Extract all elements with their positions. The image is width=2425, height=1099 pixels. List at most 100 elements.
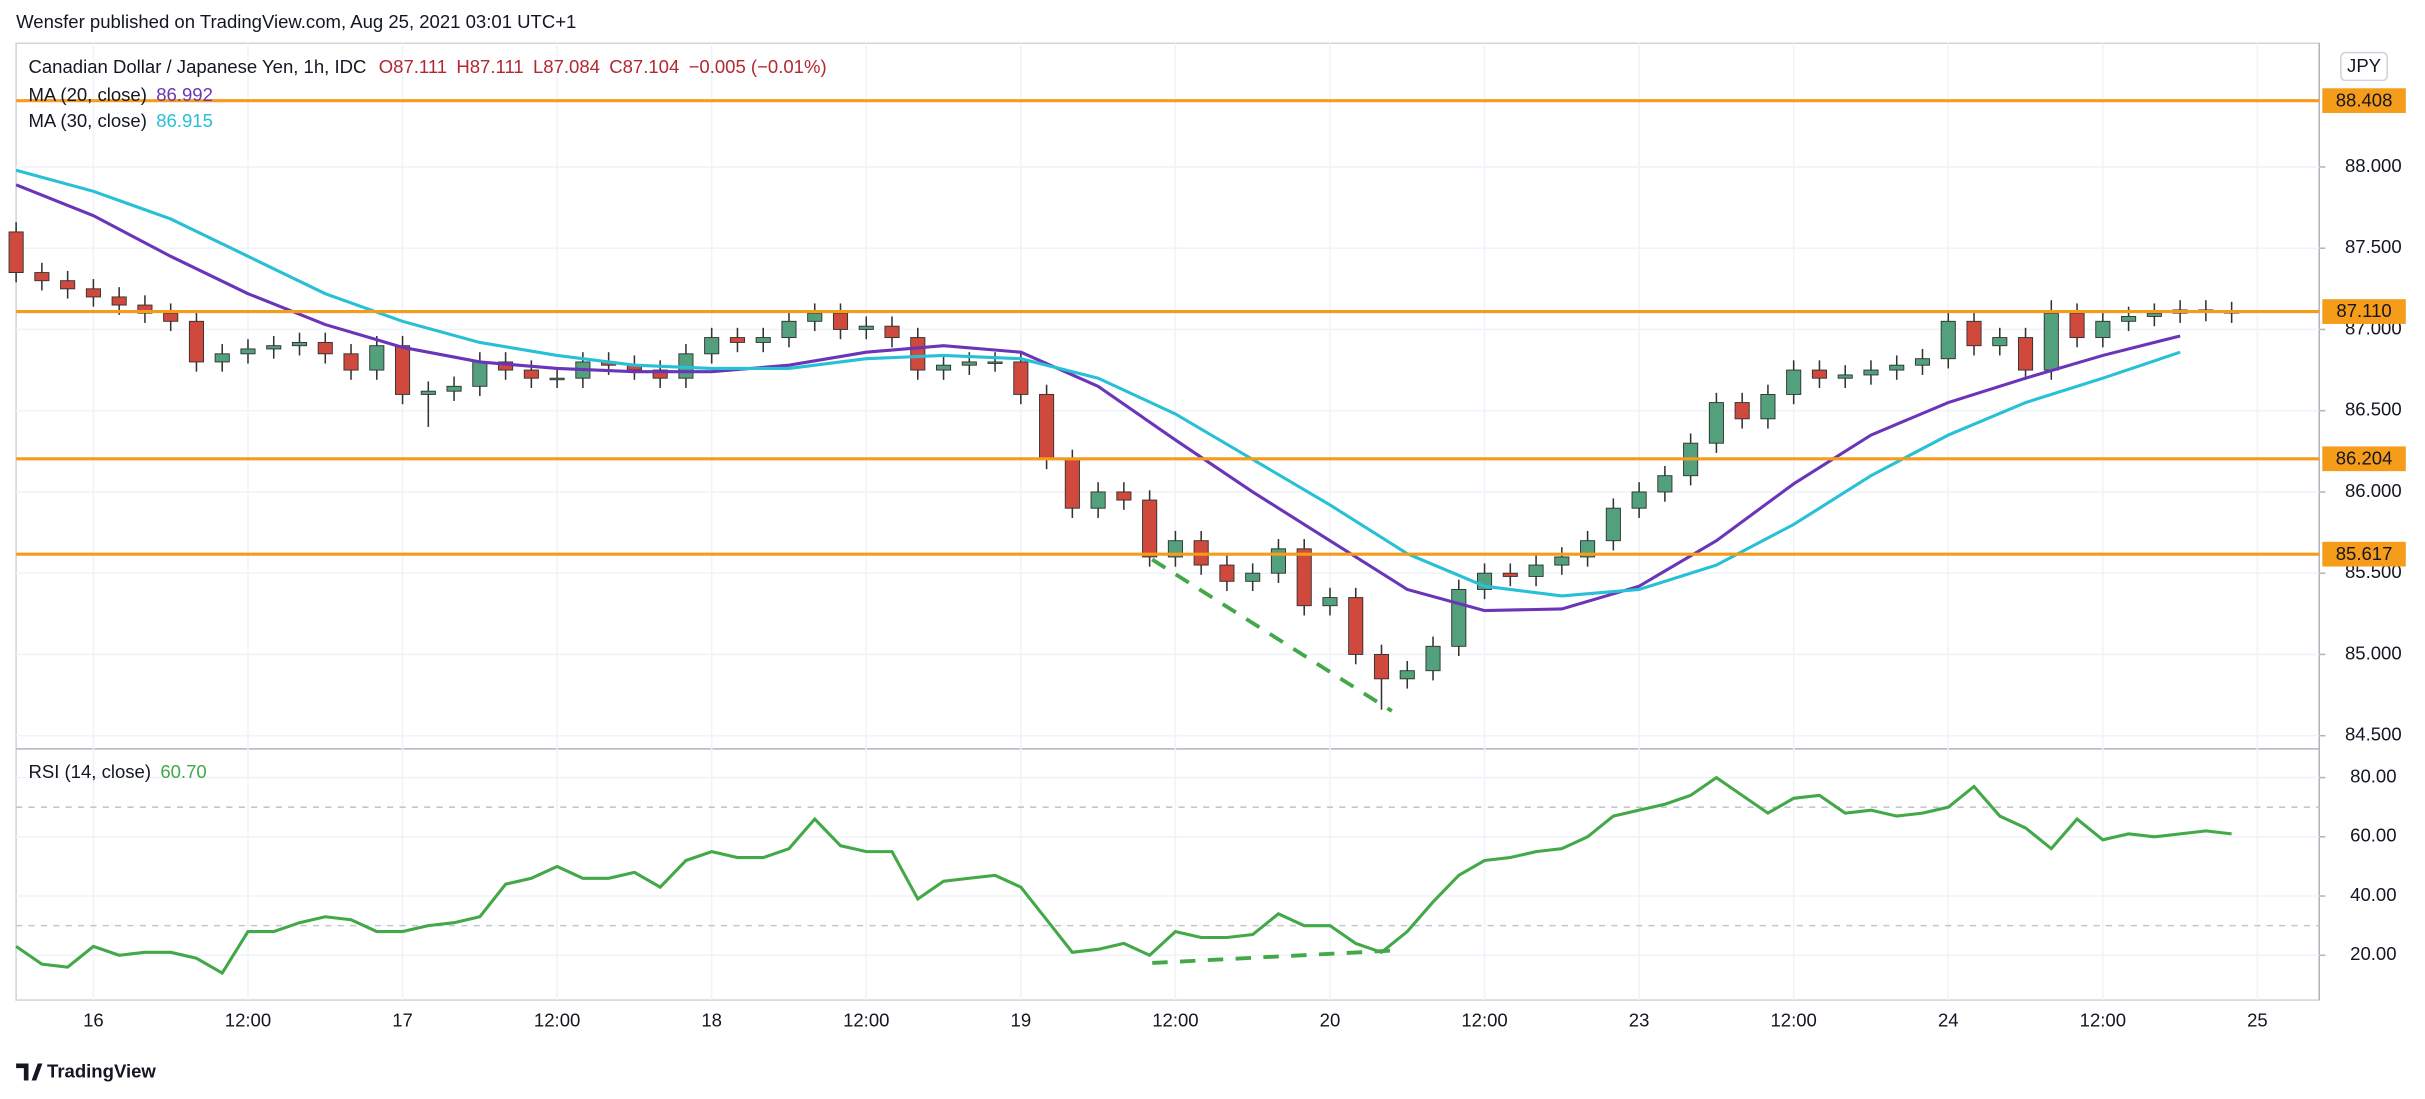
candle-body [8, 231, 24, 274]
legend-name: RSI (14, close) [28, 761, 151, 782]
candle-body [523, 369, 539, 379]
legend-value: 86.915 [156, 110, 213, 131]
candle-body [1142, 499, 1158, 558]
candle-body [266, 345, 282, 350]
candle-body [1296, 548, 1312, 607]
candle-body [85, 288, 101, 298]
candle-body [1760, 393, 1776, 420]
y-tick-label: 40.00 [2350, 884, 2396, 905]
candle-body [1451, 588, 1467, 647]
candle-body [137, 304, 153, 314]
y-tick-label: 60.00 [2350, 825, 2396, 846]
candle-body [2017, 337, 2034, 371]
candle-body [1708, 402, 1724, 444]
level-tag [2322, 541, 2406, 567]
trend-annotation [1151, 557, 1393, 713]
y-tick-label: 87.500 [2345, 236, 2402, 257]
x-tick-label: 18 [701, 1010, 722, 1031]
candle-body [832, 312, 849, 330]
candle-body [2121, 315, 2137, 322]
candle-body [1657, 475, 1673, 493]
candle-body [1373, 653, 1390, 680]
level-tag [2322, 446, 2406, 472]
y-tick-label: 85.000 [2345, 642, 2402, 663]
x-tick-label: 12:00 [1152, 1010, 1198, 1031]
candle-body [1863, 369, 1879, 376]
ohlc: O87.111 [379, 56, 447, 77]
ohlc: H87.111 [456, 56, 523, 77]
x-tick-label: 16 [83, 1010, 104, 1031]
candle-body [1837, 374, 1853, 379]
x-tick-label: 23 [1629, 1010, 1650, 1031]
x-tick-label: 12:00 [843, 1010, 889, 1031]
candle-body [1116, 491, 1132, 501]
candle-body [704, 337, 720, 355]
candle-body [2146, 312, 2162, 317]
ohlc: C87.104 [609, 56, 679, 77]
candle-body [1528, 564, 1544, 577]
x-tick-label: 17 [392, 1010, 413, 1031]
candle-body [34, 272, 50, 282]
candle-body [1966, 320, 1982, 347]
x-tick-label: 12:00 [225, 1010, 271, 1031]
candle-body [1090, 491, 1106, 509]
legend-title: Canadian Dollar / Japanese Yen, 1h, IDC O… [28, 56, 826, 77]
candle-body [1399, 670, 1415, 680]
x-tick-label: 12:00 [2080, 1010, 2126, 1031]
footer-brand: TradingView [47, 1061, 156, 1082]
candle-body [317, 341, 333, 355]
candle-body [935, 364, 952, 371]
candle-body [1270, 548, 1286, 574]
candle-body [2043, 312, 2059, 371]
symbol: Canadian Dollar / Japanese Yen, 1h, IDC [28, 56, 366, 77]
candle-body [1502, 572, 1518, 577]
candle-body [1631, 491, 1647, 509]
candle-body [2069, 312, 2085, 339]
candle-body [858, 325, 874, 330]
indicator-line [15, 775, 2232, 976]
x-tick-label: 25 [2247, 1010, 2268, 1031]
candle-body [910, 337, 926, 371]
candle-body [755, 337, 771, 343]
x-tick-label: 12:00 [1770, 1010, 1816, 1031]
candle-body [1554, 556, 1570, 566]
indicator-line [15, 183, 2181, 613]
legend-name: MA (30, close) [28, 110, 146, 131]
level-label: 88.408 [2336, 89, 2393, 110]
legend-ma: MA (20, close) 86.992 [28, 84, 212, 105]
candle-body [60, 280, 76, 290]
candle-body [420, 390, 436, 395]
candle-body [163, 312, 179, 322]
level-label: 86.204 [2336, 447, 2393, 468]
labels: 16 12:00 17 12:00 18 12:00 19 12:00 20 12:00 23 12:… [83, 88, 2406, 1031]
level-tag [2322, 88, 2406, 114]
y-tick-label: 86.500 [2345, 399, 2402, 420]
candle-body [1348, 597, 1364, 655]
candle-body [214, 353, 230, 363]
candle-body [1245, 572, 1261, 582]
marks [8, 99, 2320, 976]
candle-body [1322, 597, 1338, 607]
level-label: 87.110 [2336, 300, 2391, 321]
candle-body [652, 369, 668, 379]
candle-body [961, 361, 977, 366]
x-tick-label: 12:00 [1461, 1010, 1507, 1031]
candle-body [111, 296, 127, 306]
candle-body [1605, 507, 1621, 542]
candle-body [781, 320, 797, 339]
y-tick-label: 86.000 [2345, 480, 2402, 501]
candle-body [1734, 402, 1750, 420]
candle-body [291, 341, 308, 347]
footer-logo [16, 1063, 43, 1081]
candle-body [369, 345, 385, 371]
candle-body [188, 320, 205, 363]
candle-body [2095, 320, 2111, 339]
candle-body [884, 325, 900, 339]
candle-body [1039, 393, 1055, 460]
candle-body [1889, 364, 1905, 371]
y-tick-label: 88.000 [2345, 155, 2402, 176]
y-tick-label: 20.00 [2350, 943, 2396, 964]
currency-badge [2340, 51, 2389, 82]
